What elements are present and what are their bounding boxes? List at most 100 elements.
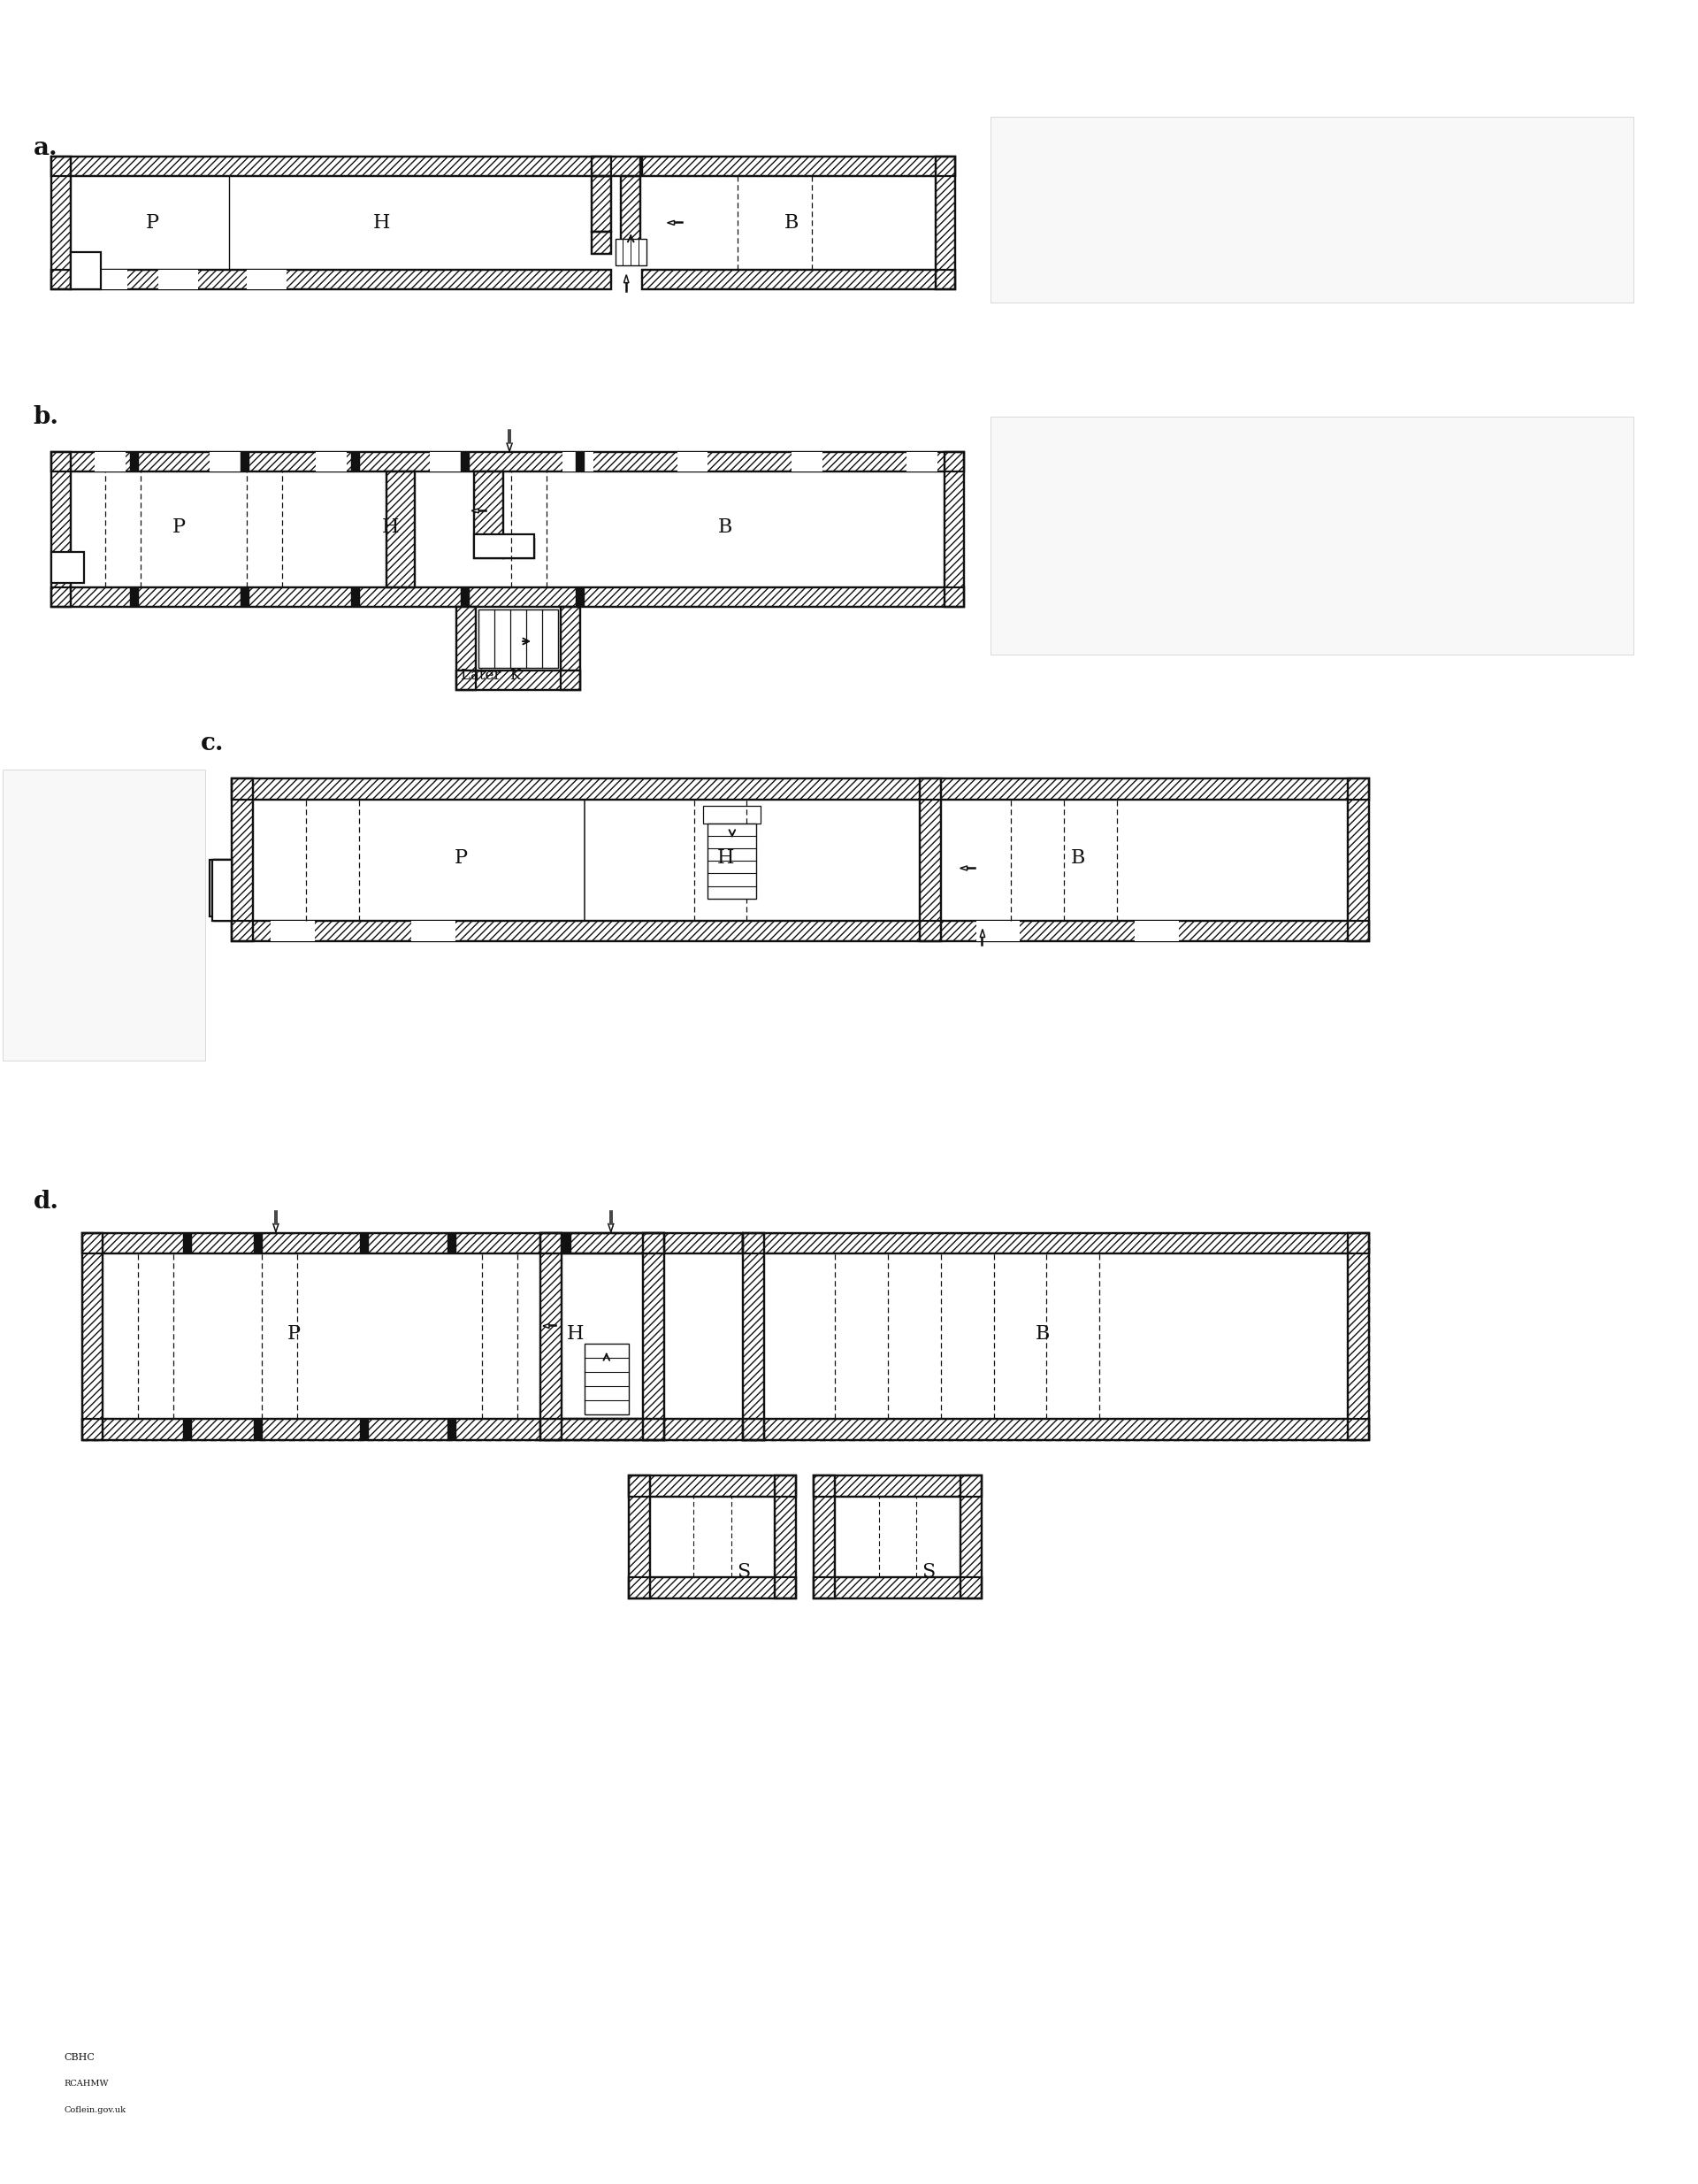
Polygon shape	[980, 928, 985, 937]
Bar	[183, 1420, 192, 1439]
Bar	[241, 452, 250, 472]
Bar	[576, 587, 584, 607]
Bar	[474, 535, 535, 557]
Bar	[479, 609, 559, 668]
Bar	[1348, 1232, 1369, 1439]
Text: S: S	[922, 1562, 936, 1581]
Bar	[360, 1232, 368, 1254]
Bar	[430, 452, 460, 472]
Bar	[82, 1232, 104, 1439]
Bar	[158, 269, 199, 288]
Polygon shape	[667, 221, 674, 225]
Bar	[628, 1474, 650, 1599]
Bar	[591, 157, 640, 177]
Text: H: H	[374, 214, 391, 232]
Bar	[540, 1232, 664, 1254]
Bar	[351, 452, 360, 472]
Bar	[959, 1474, 981, 1599]
Bar	[70, 251, 102, 288]
Bar	[813, 1474, 835, 1599]
Bar	[253, 1232, 263, 1254]
Polygon shape	[959, 867, 968, 871]
Bar	[642, 157, 954, 177]
Bar	[944, 452, 964, 607]
Bar	[708, 823, 756, 898]
Bar	[990, 417, 1633, 655]
Bar	[503, 539, 535, 557]
Bar	[642, 157, 954, 177]
Bar	[183, 1232, 192, 1254]
Text: RCAHMW: RCAHMW	[65, 2079, 109, 2088]
Bar	[131, 452, 139, 472]
Bar	[2, 769, 205, 1061]
Text: H: H	[382, 518, 399, 537]
Bar	[246, 269, 287, 288]
Bar	[51, 553, 83, 583]
Bar	[560, 607, 581, 690]
Bar	[813, 1474, 981, 1496]
Bar	[131, 587, 139, 607]
Bar	[82, 1232, 104, 1439]
Bar	[744, 1420, 1369, 1439]
Bar	[448, 1232, 457, 1254]
Bar	[920, 778, 941, 941]
Bar	[360, 1420, 368, 1439]
Text: B: B	[784, 214, 800, 232]
Bar	[474, 472, 503, 557]
Bar	[628, 1474, 650, 1599]
Bar	[51, 157, 70, 288]
Bar	[209, 860, 231, 915]
Bar	[591, 177, 611, 232]
Bar	[231, 778, 253, 941]
Text: P: P	[171, 518, 185, 537]
Bar	[231, 919, 1369, 941]
Bar	[51, 157, 70, 288]
Text: d.: d.	[34, 1190, 59, 1214]
Bar	[212, 860, 231, 919]
Bar	[959, 1474, 981, 1599]
Bar	[209, 452, 241, 472]
Text: H: H	[567, 1324, 584, 1343]
Bar	[82, 1420, 764, 1439]
Text: B: B	[1036, 1324, 1051, 1343]
Bar	[1348, 1232, 1369, 1439]
Bar	[241, 587, 250, 607]
Bar	[703, 806, 761, 823]
Bar	[253, 1420, 263, 1439]
Bar	[51, 157, 611, 177]
Bar	[813, 1577, 981, 1599]
Bar	[990, 118, 1633, 301]
Bar	[774, 1474, 796, 1599]
Text: B: B	[1071, 847, 1085, 867]
Bar	[503, 539, 535, 557]
Bar	[460, 587, 470, 607]
Bar	[231, 919, 1369, 941]
Bar	[813, 1577, 981, 1599]
Text: c.: c.	[200, 732, 224, 756]
Bar	[744, 1232, 1369, 1254]
Bar	[591, 157, 640, 177]
Bar	[791, 452, 822, 472]
Bar	[51, 452, 964, 472]
Bar	[936, 157, 954, 288]
Bar	[457, 607, 475, 690]
Bar	[457, 670, 581, 690]
Bar	[457, 607, 475, 690]
Bar	[351, 587, 360, 607]
Bar	[540, 1232, 562, 1439]
Bar	[51, 452, 964, 472]
Bar	[51, 157, 611, 177]
Bar	[642, 1232, 664, 1439]
Bar	[82, 1420, 764, 1439]
Polygon shape	[623, 275, 628, 282]
Bar	[591, 177, 611, 232]
Bar	[744, 1232, 764, 1439]
Text: B: B	[718, 518, 734, 537]
Bar	[411, 919, 455, 941]
Bar	[1348, 778, 1369, 941]
Bar	[678, 452, 708, 472]
Bar	[944, 452, 964, 607]
Bar	[460, 452, 470, 472]
Bar	[51, 587, 964, 607]
Bar	[95, 452, 126, 472]
